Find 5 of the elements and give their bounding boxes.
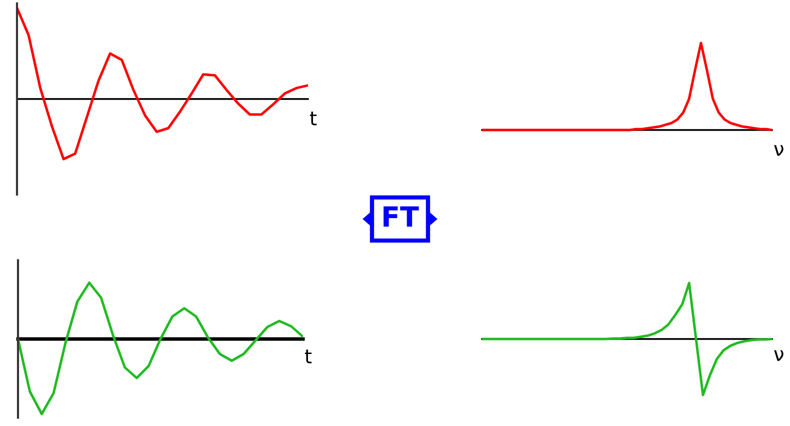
text: FT — [384, 206, 419, 227]
x-axis-title: t — [304, 350, 312, 364]
x-axis-title: t — [310, 112, 317, 126]
x-axis-title: ν — [774, 350, 784, 361]
x-axis-title: ν — [774, 145, 784, 156]
